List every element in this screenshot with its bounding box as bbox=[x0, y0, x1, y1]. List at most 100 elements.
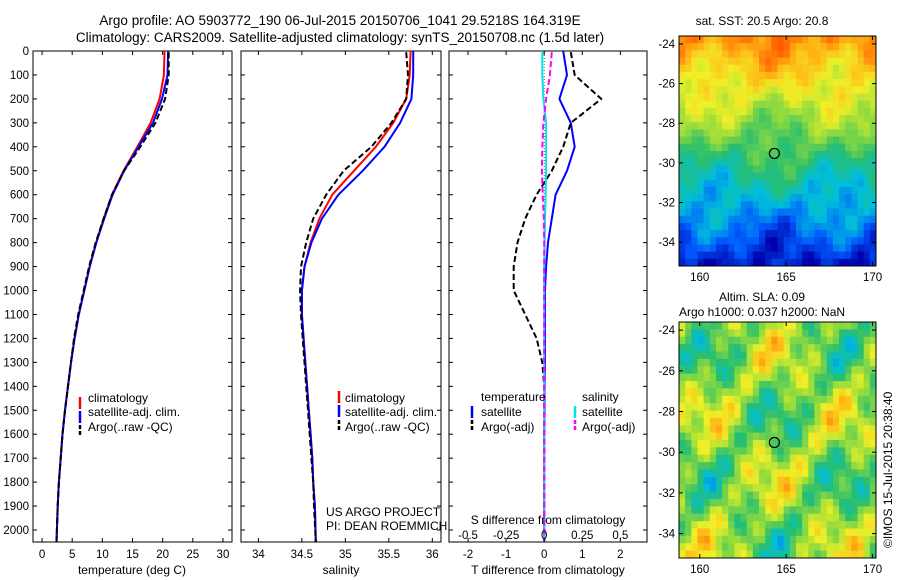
map-cell bbox=[783, 64, 791, 73]
map-cell bbox=[863, 158, 871, 166]
map-cell bbox=[765, 543, 772, 552]
map-cell bbox=[857, 351, 865, 360]
map-cell bbox=[783, 36, 791, 44]
map-cell bbox=[734, 71, 741, 80]
map-cell bbox=[685, 151, 692, 159]
map-cell bbox=[820, 403, 828, 411]
map-cell bbox=[734, 381, 741, 389]
map-cell bbox=[709, 136, 717, 145]
figure-title-line2: Climatology: CARS2009. Satellite-adjuste… bbox=[76, 30, 604, 45]
map-cell bbox=[740, 425, 748, 434]
map-cell bbox=[863, 447, 871, 456]
map-cell bbox=[734, 440, 741, 448]
map-cell bbox=[832, 237, 840, 245]
map-cell bbox=[746, 230, 754, 238]
map-cell bbox=[832, 36, 840, 44]
map-cell bbox=[728, 143, 735, 152]
map-cell bbox=[685, 194, 692, 202]
map-cell bbox=[740, 122, 748, 130]
map-cell bbox=[857, 358, 865, 367]
map-cell bbox=[734, 165, 741, 173]
map-cell bbox=[869, 499, 877, 507]
map-cell bbox=[808, 521, 815, 529]
map-cell bbox=[740, 194, 748, 202]
map-cell bbox=[777, 543, 785, 552]
map-cell bbox=[679, 64, 686, 73]
map-cell bbox=[826, 506, 834, 515]
map-cell bbox=[728, 129, 735, 138]
map-cell bbox=[789, 165, 797, 173]
map-cell bbox=[832, 230, 840, 238]
map-cell bbox=[826, 158, 834, 166]
x-tick-label: 0 bbox=[39, 549, 45, 561]
salinity-diff-tick-label: -0.5 bbox=[458, 530, 478, 542]
map-cell bbox=[789, 194, 797, 202]
map-cell bbox=[808, 528, 815, 537]
map-cell bbox=[679, 432, 686, 441]
map-cell bbox=[820, 432, 828, 441]
map-cell bbox=[869, 151, 877, 159]
map-cell bbox=[709, 425, 717, 434]
map-cell bbox=[783, 447, 791, 456]
map-cell bbox=[826, 528, 834, 537]
map-cell bbox=[845, 258, 852, 267]
map-cell bbox=[777, 129, 785, 138]
map-cell bbox=[734, 322, 741, 330]
map-cell bbox=[857, 506, 865, 515]
map-cell bbox=[691, 513, 698, 522]
map-cell bbox=[857, 322, 865, 330]
map-cell bbox=[685, 469, 692, 478]
map-cell bbox=[728, 79, 735, 87]
map-cell bbox=[789, 484, 797, 493]
map-cell bbox=[771, 373, 778, 382]
map-cell bbox=[728, 381, 735, 389]
map-cell bbox=[814, 351, 821, 360]
map-cell bbox=[851, 136, 858, 145]
map-cell bbox=[728, 336, 735, 345]
map-cell bbox=[722, 151, 729, 159]
map-cell bbox=[839, 143, 846, 152]
map-cell bbox=[832, 454, 840, 463]
map-cell bbox=[826, 425, 834, 434]
map-cell bbox=[783, 373, 791, 382]
map-cell bbox=[869, 208, 877, 217]
lon-tick-label: 160 bbox=[690, 272, 709, 284]
map-cell bbox=[759, 403, 766, 411]
map-cell bbox=[752, 158, 760, 166]
map-cell bbox=[752, 447, 760, 456]
map-cell bbox=[734, 432, 741, 441]
map-cell bbox=[691, 165, 698, 173]
map-cell bbox=[851, 506, 858, 515]
map-cell bbox=[869, 122, 877, 130]
map-cell bbox=[832, 344, 840, 352]
map-cell bbox=[765, 122, 772, 130]
map-cell bbox=[808, 336, 815, 345]
series-salinity-argo-adj bbox=[540, 52, 553, 542]
map-cell bbox=[808, 158, 815, 166]
map-cell bbox=[765, 43, 772, 51]
map-cell bbox=[752, 432, 760, 441]
map-cell bbox=[802, 329, 809, 338]
map-cell bbox=[777, 222, 785, 231]
map-cell bbox=[820, 344, 828, 352]
map-cell bbox=[783, 388, 791, 397]
map-cell bbox=[703, 107, 711, 116]
map-cell bbox=[814, 425, 821, 434]
map-cell bbox=[863, 417, 871, 426]
map-cell bbox=[795, 215, 803, 224]
map-cell bbox=[759, 115, 766, 123]
map-cell bbox=[869, 194, 877, 202]
map-cell bbox=[728, 251, 735, 260]
map-cell bbox=[722, 244, 729, 253]
map-cell bbox=[795, 462, 803, 470]
map-cell bbox=[808, 440, 815, 448]
map-cell bbox=[783, 258, 791, 267]
map-cell bbox=[795, 237, 803, 245]
project-annotation: US ARGO PROJECT bbox=[326, 505, 441, 519]
map-cell bbox=[728, 499, 735, 507]
map-cell bbox=[820, 469, 828, 478]
depth-tick-label: 1900 bbox=[3, 501, 29, 513]
map-cell bbox=[851, 107, 858, 116]
map-cell bbox=[709, 50, 717, 58]
map-cell bbox=[795, 528, 803, 537]
